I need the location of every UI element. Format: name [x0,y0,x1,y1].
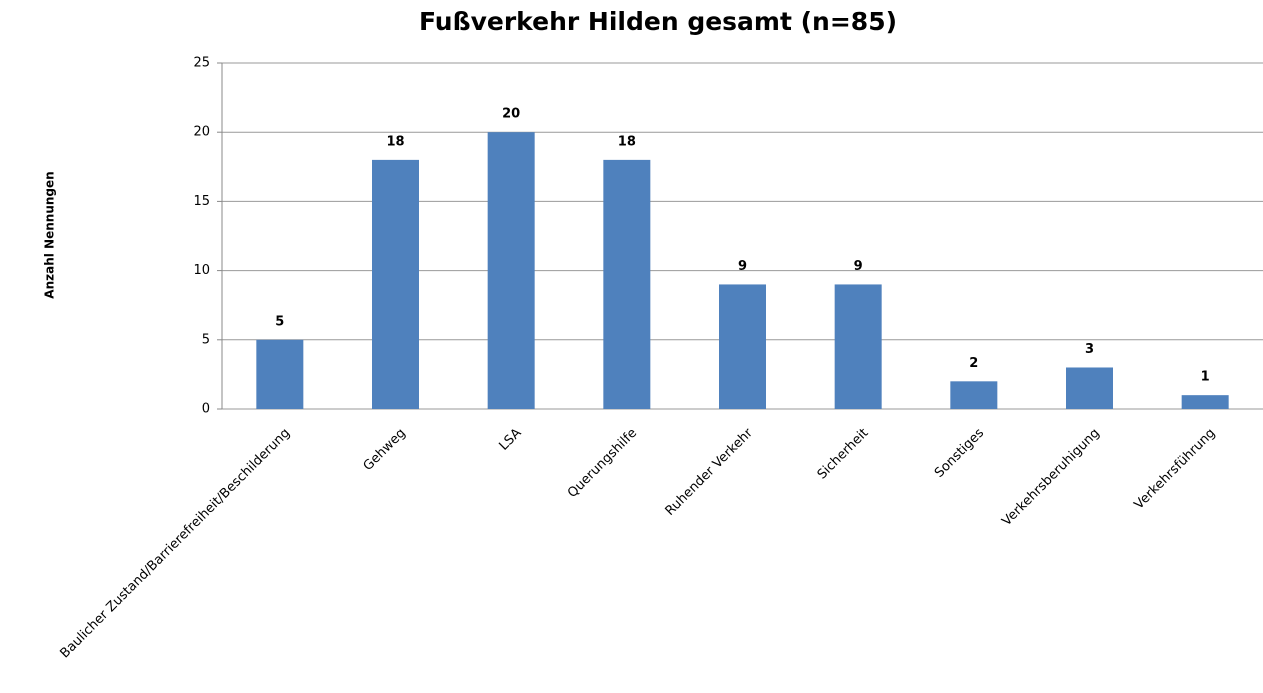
y-tick-label: 15 [193,194,210,209]
bar [834,284,882,409]
y-axis-label: Anzahl Nennungen [43,171,57,298]
x-tick-label: Sonstiges [932,426,987,481]
value-label: 9 [738,259,747,274]
value-label: 18 [386,134,404,149]
x-tick-label: Querungshilfe [565,426,640,501]
bar [1181,395,1229,409]
value-label: 9 [854,259,863,274]
bar [372,159,419,409]
y-tick-label: 25 [193,56,210,71]
value-label: 20 [502,107,520,122]
y-tick-label: 5 [202,332,210,347]
y-tick-label: 20 [193,125,210,140]
value-label: 3 [1085,342,1094,357]
bar [487,132,535,409]
chart-title: Fußverkehr Hilden gesamt (n=85) [419,7,897,36]
bar [256,339,304,409]
bar [1066,367,1113,409]
y-tick-label: 10 [193,263,210,278]
x-tick-label: Verkehrsführung [1132,426,1219,513]
x-tick-label: Sicherheit [815,426,872,483]
y-tick-label: 0 [202,402,210,417]
bar [603,159,651,409]
bar [950,381,998,409]
x-tick-label: Verkehrsberuhigung [999,426,1102,529]
x-tick-label: Ruhender Verkehr [663,425,757,519]
value-label: 2 [969,356,978,371]
value-label: 1 [1201,370,1210,385]
value-label: 5 [275,314,284,329]
x-tick-label: Baulicher Zustand/Barrierefreiheit/Besch… [57,426,293,662]
x-tick-label: Gehweg [361,426,409,474]
x-tick-label: LSA [496,426,524,454]
bar [719,284,766,409]
value-label: 18 [618,134,636,149]
